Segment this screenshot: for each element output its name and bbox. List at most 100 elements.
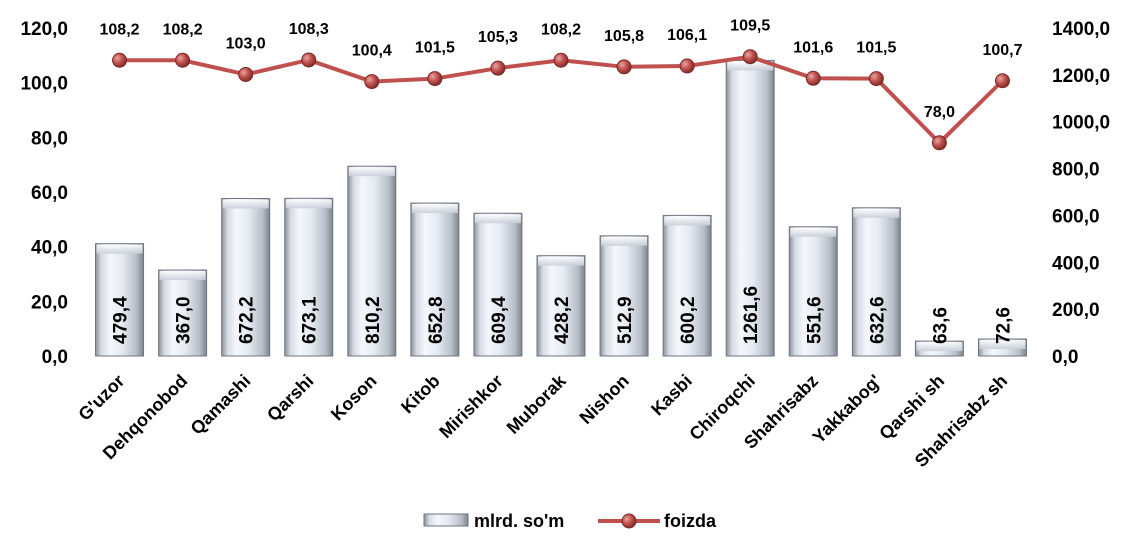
line-point: [238, 66, 254, 82]
category-label: Koson: [327, 371, 381, 425]
line-data-label: 108,2: [541, 21, 581, 38]
line-data-label: 101,6: [793, 39, 833, 56]
line-point: [364, 74, 380, 90]
bar-data-label: 652,8: [426, 296, 447, 344]
line-data-label: 108,2: [163, 21, 203, 38]
line-point: [931, 135, 947, 151]
bar: [536, 255, 586, 357]
line-point: [553, 52, 569, 68]
line-point: [175, 52, 191, 68]
line-data-label: 108,3: [289, 21, 329, 38]
category-label: Mirishkor: [435, 371, 506, 442]
category-label: Kitob: [397, 371, 444, 418]
line-path: [119, 54, 1004, 145]
line-point: [616, 59, 632, 75]
bar-data-label: 1261,6: [741, 286, 762, 344]
line-point: [742, 49, 758, 65]
left-tick-label: 80,0: [31, 128, 68, 149]
category-label: G'uzor: [74, 371, 128, 425]
right-tick-label: 1000,0: [1052, 113, 1110, 134]
line-point: [301, 52, 317, 68]
category-label: Kasbi: [647, 371, 696, 420]
line-point: [868, 71, 884, 87]
left-tick-label: 120,0: [20, 19, 68, 40]
bar-data-label: 551,6: [804, 296, 825, 344]
bar-data-label: 479,4: [111, 296, 132, 344]
right-tick-label: 600,0: [1052, 206, 1100, 227]
line-data-label: 78,0: [924, 104, 955, 121]
category-label: Muborak: [503, 370, 571, 438]
left-tick-label: 40,0: [31, 238, 68, 259]
legend-item-line: foizda: [598, 511, 717, 531]
bar-data-label: 512,9: [615, 296, 636, 344]
legend-label: mlrd. so'm: [474, 511, 564, 531]
left-tick-label: 100,0: [20, 74, 68, 95]
left-tick-label: 20,0: [31, 292, 68, 313]
line-data-label: 100,4: [352, 43, 392, 60]
line-point: [805, 70, 821, 86]
bar: [410, 202, 460, 357]
right-tick-label: 800,0: [1052, 160, 1100, 181]
bar-data-label: 810,2: [363, 296, 384, 344]
bar-data-labels: 479,4 367,0 672,2 673,1 810,2 652,8 609,4 428,2…: [111, 286, 1015, 344]
right-axis: 0,0 200,0 400,0 600,0 800,0 1000,0 1200,0 1400,…: [1052, 19, 1110, 368]
category-label: Qarshi: [263, 371, 317, 425]
bar: [599, 235, 649, 357]
bar-data-label: 72,6: [993, 307, 1014, 344]
line-data-labels: 108,2 108,2 103,0 108,3 100,4 101,5 105,3 108,2…: [100, 18, 1023, 121]
bar-data-label: 609,4: [489, 296, 510, 344]
right-tick-label: 0,0: [1052, 347, 1078, 368]
legend-label: foizda: [664, 511, 717, 531]
line-data-label: 101,5: [415, 40, 455, 57]
legend-item-bars: mlrd. so'm: [423, 511, 564, 531]
bar-data-label: 428,2: [552, 296, 573, 344]
left-tick-label: 0,0: [42, 347, 68, 368]
bar-data-label: 600,2: [678, 296, 699, 344]
bar: [851, 207, 901, 357]
bar: [95, 243, 145, 357]
line-point: [679, 58, 695, 74]
bar: [284, 197, 334, 357]
line-data-label: 106,1: [667, 27, 707, 44]
line-data-label: 101,5: [856, 40, 896, 57]
category-label: Yakkabog': [809, 371, 886, 448]
bar-data-label: 673,1: [300, 296, 321, 344]
line-data-label: 105,3: [478, 29, 518, 46]
line-point: [427, 71, 443, 87]
line-data-label: 105,8: [604, 28, 644, 45]
line-point: [490, 60, 506, 76]
bar: [977, 338, 1027, 357]
category-label: Qamashi: [187, 371, 255, 439]
line-data-label: 100,7: [982, 42, 1022, 59]
bar: [347, 165, 397, 357]
right-tick-label: 200,0: [1052, 300, 1100, 321]
bar: [662, 214, 712, 357]
line-series: [112, 49, 1010, 151]
bar-swatch-icon: [423, 513, 469, 527]
line-point: [112, 52, 128, 68]
category-label: Nishon: [576, 371, 633, 428]
bar-data-label: 632,6: [867, 296, 888, 344]
bar-data-label: 672,2: [237, 296, 258, 344]
line-marker-icon: [598, 513, 660, 529]
bar: [788, 226, 838, 357]
bar-data-label: 367,0: [174, 296, 195, 344]
bar: [914, 340, 964, 357]
legend: mlrd. so'm foizda: [423, 511, 717, 531]
bar: [158, 269, 208, 357]
right-tick-label: 1400,0: [1052, 19, 1110, 40]
line-data-label: 108,2: [100, 21, 140, 38]
line-point: [994, 73, 1010, 89]
line-data-label: 103,0: [226, 35, 266, 52]
left-axis: 0,0 20,0 40,0 60,0 80,0 100,0 120,0: [20, 19, 68, 368]
line-data-label: 109,5: [730, 18, 770, 35]
right-tick-label: 400,0: [1052, 253, 1100, 274]
bar: [473, 212, 523, 357]
bar: [221, 198, 271, 357]
right-tick-label: 1200,0: [1052, 66, 1110, 87]
left-tick-label: 60,0: [31, 183, 68, 204]
bar-series: [95, 59, 1027, 357]
bar-data-label: 63,6: [930, 307, 951, 344]
